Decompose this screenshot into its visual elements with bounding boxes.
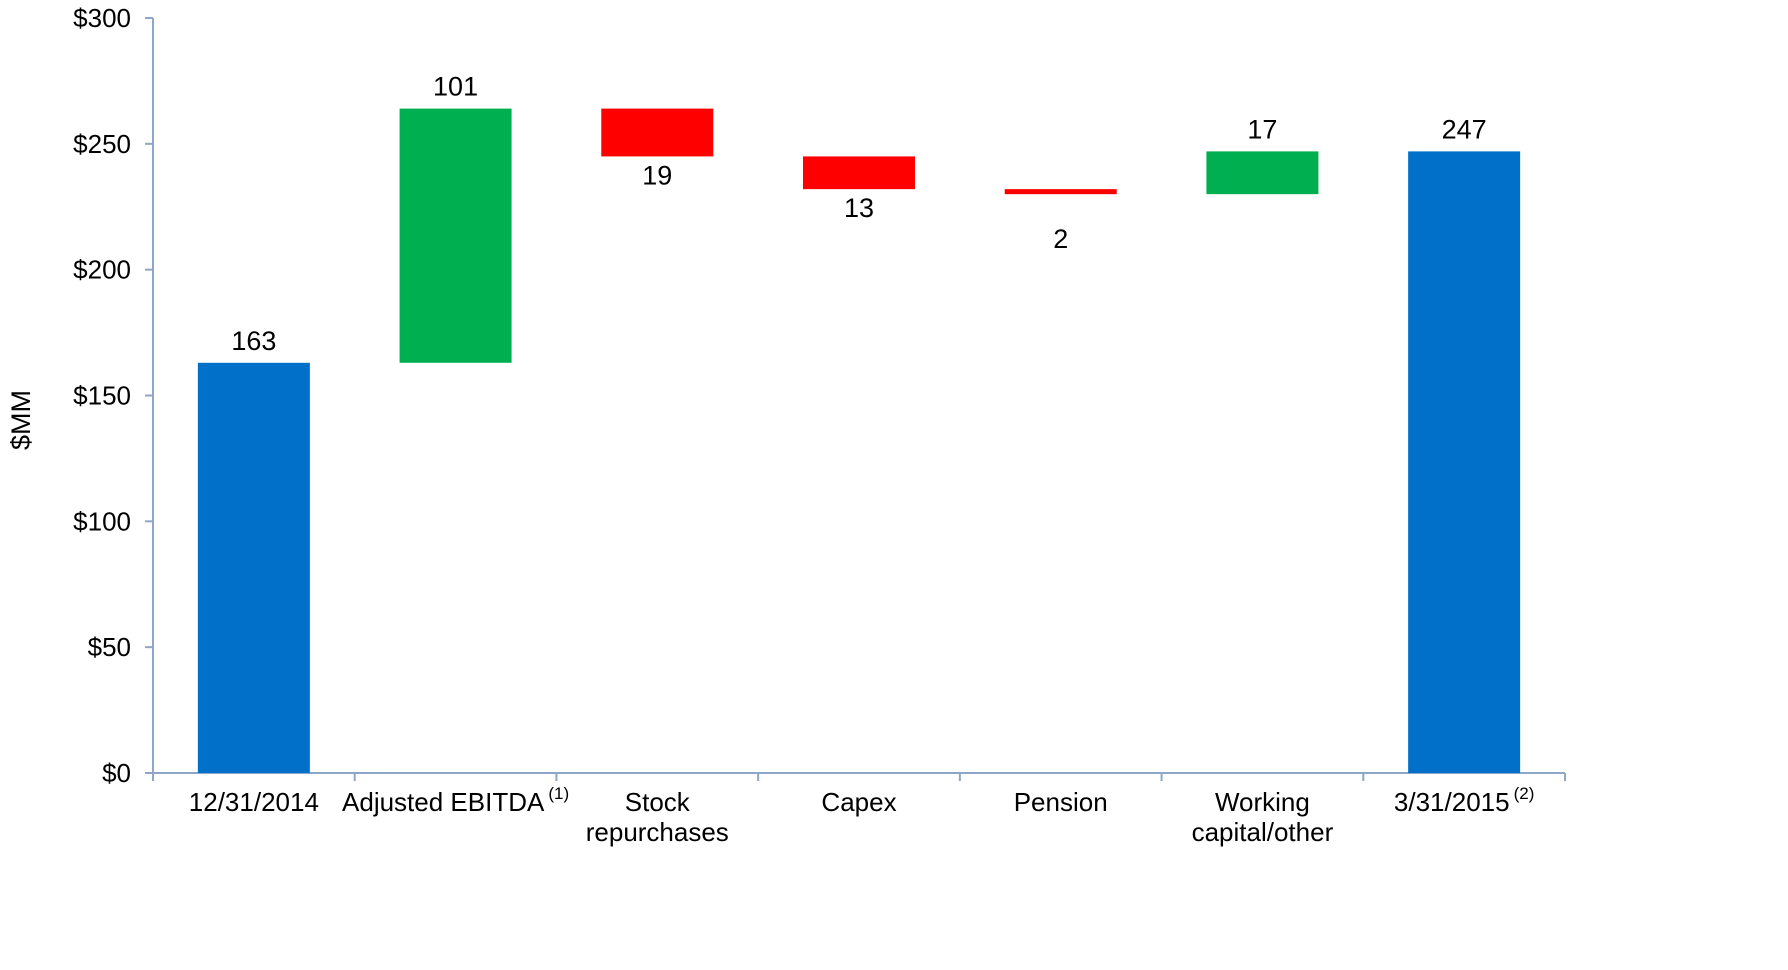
y-tick-group: $0 $50 $100 $150 $200 $250 $300 bbox=[73, 3, 153, 788]
y-tick-label: $100 bbox=[73, 506, 131, 536]
y-tick-label: $150 bbox=[73, 381, 131, 411]
data-label: 13 bbox=[844, 193, 874, 223]
y-tick-label: $300 bbox=[73, 3, 131, 33]
bar-group bbox=[197, 108, 1521, 774]
x-category-label: capital/other bbox=[1192, 817, 1334, 847]
data-label: 247 bbox=[1442, 114, 1487, 144]
y-tick-label: $250 bbox=[73, 129, 131, 159]
x-category-label: 12/31/2014 bbox=[189, 787, 319, 817]
y-axis-title: $MM bbox=[6, 390, 36, 450]
y-tick-label: $200 bbox=[73, 255, 131, 285]
x-tick-group bbox=[152, 773, 1566, 781]
x-category-label: Adjusted EBITDA (1) bbox=[342, 784, 569, 817]
bar-decrease bbox=[601, 108, 714, 157]
bar-total bbox=[197, 362, 310, 773]
x-category-label: Working bbox=[1215, 787, 1310, 817]
data-label: 101 bbox=[433, 72, 478, 102]
category-label-text: Working bbox=[1215, 787, 1310, 817]
x-category-label: repurchases bbox=[586, 817, 729, 847]
footnote-superscript: (1) bbox=[548, 784, 569, 803]
category-label-group: 12/31/2014 Adjusted EBITDA (1) Stockrepurch… bbox=[189, 784, 1535, 847]
bar-increase bbox=[1206, 151, 1319, 195]
x-category-label: Capex bbox=[821, 787, 896, 817]
category-label-text: Capex bbox=[821, 787, 896, 817]
bar-decrease bbox=[803, 156, 915, 190]
data-label: 19 bbox=[642, 160, 672, 190]
category-label-text: repurchases bbox=[586, 817, 729, 847]
data-label-group: 163 101 19 13 2 17 247 bbox=[231, 72, 1486, 356]
bar-total bbox=[1408, 151, 1521, 774]
category-label-text: 12/31/2014 bbox=[189, 787, 319, 817]
bar-increase bbox=[399, 108, 512, 363]
category-label-text: capital/other bbox=[1192, 817, 1334, 847]
y-tick-label: $50 bbox=[88, 632, 131, 662]
x-category-label: Pension bbox=[1014, 787, 1108, 817]
x-category-label: Stock bbox=[625, 787, 691, 817]
y-tick-label: $0 bbox=[102, 758, 131, 788]
bar-decrease bbox=[1004, 189, 1117, 195]
x-category-label: 3/31/2015 (2) bbox=[1394, 784, 1534, 817]
category-label-text: 3/31/2015 bbox=[1394, 787, 1510, 817]
data-label: 163 bbox=[231, 326, 276, 356]
category-label-text: Pension bbox=[1014, 787, 1108, 817]
footnote-superscript: (2) bbox=[1514, 784, 1535, 803]
data-label: 2 bbox=[1053, 224, 1068, 254]
category-label-text: Stock bbox=[625, 787, 691, 817]
data-label: 17 bbox=[1247, 114, 1277, 144]
category-label-text: Adjusted EBITDA bbox=[342, 787, 545, 817]
